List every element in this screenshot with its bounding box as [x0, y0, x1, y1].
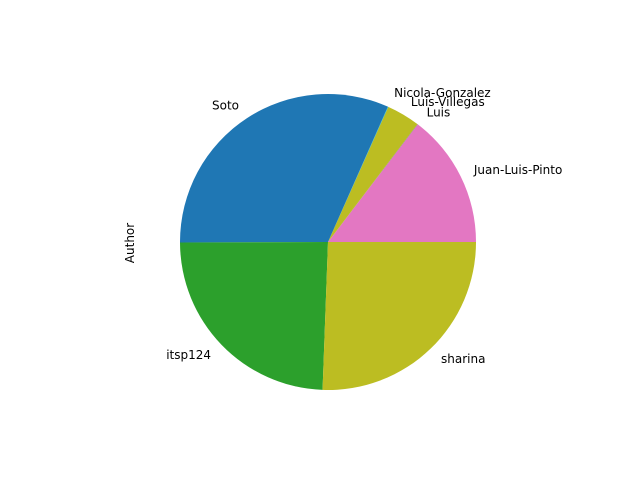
- pie-slice-luis-villegas: [328, 106, 418, 242]
- pie-label-luis-villegas: Luis-Villegas: [411, 95, 485, 109]
- pie-label-soto: Soto: [212, 99, 239, 113]
- pie-slice-nicola-gonzalez: [328, 106, 389, 243]
- pie-label-luis: Luis: [427, 106, 451, 120]
- pie-slice-sharina: [322, 242, 476, 390]
- pie-label-nicola-gonzalez: Nicola-Gonzalez: [394, 86, 491, 100]
- pie-slice-soto: [179, 93, 388, 243]
- pie-label-juan-luis-pinto: Juan-Luis-Pinto: [473, 163, 562, 177]
- pie-slice-juan-luis-pinto: [328, 124, 476, 242]
- pie-label-itsp124: itsp124: [166, 348, 211, 362]
- pie-slices: [179, 93, 476, 390]
- pie-slice-luis: [328, 124, 418, 242]
- y-axis-label: Author: [123, 223, 137, 263]
- pie-labels: Juan-Luis-Pinto LuisLuis-VillegasNicola-G…: [166, 86, 562, 366]
- pie-label-sharina: sharina: [441, 352, 485, 366]
- pie-slice-itsp124: [180, 242, 328, 390]
